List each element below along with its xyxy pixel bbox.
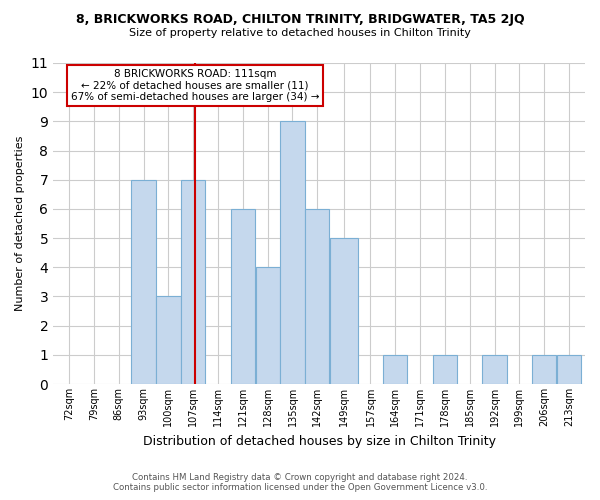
Bar	[532, 355, 556, 384]
Bar	[433, 355, 457, 384]
Bar	[156, 296, 181, 384]
Bar	[482, 355, 507, 384]
Bar	[330, 238, 358, 384]
Bar	[181, 180, 205, 384]
Text: 8 BRICKWORKS ROAD: 111sqm
← 22% of detached houses are smaller (11)
67% of semi-: 8 BRICKWORKS ROAD: 111sqm ← 22% of detac…	[71, 69, 319, 102]
Bar	[256, 268, 280, 384]
Bar	[557, 355, 581, 384]
Text: Size of property relative to detached houses in Chilton Trinity: Size of property relative to detached ho…	[129, 28, 471, 38]
Y-axis label: Number of detached properties: Number of detached properties	[15, 136, 25, 311]
Bar	[305, 209, 329, 384]
Text: Contains HM Land Registry data © Crown copyright and database right 2024.
Contai: Contains HM Land Registry data © Crown c…	[113, 473, 487, 492]
Bar	[383, 355, 407, 384]
Bar	[280, 122, 305, 384]
Bar	[131, 180, 156, 384]
Text: 8, BRICKWORKS ROAD, CHILTON TRINITY, BRIDGWATER, TA5 2JQ: 8, BRICKWORKS ROAD, CHILTON TRINITY, BRI…	[76, 12, 524, 26]
Bar	[230, 209, 255, 384]
X-axis label: Distribution of detached houses by size in Chilton Trinity: Distribution of detached houses by size …	[143, 434, 496, 448]
